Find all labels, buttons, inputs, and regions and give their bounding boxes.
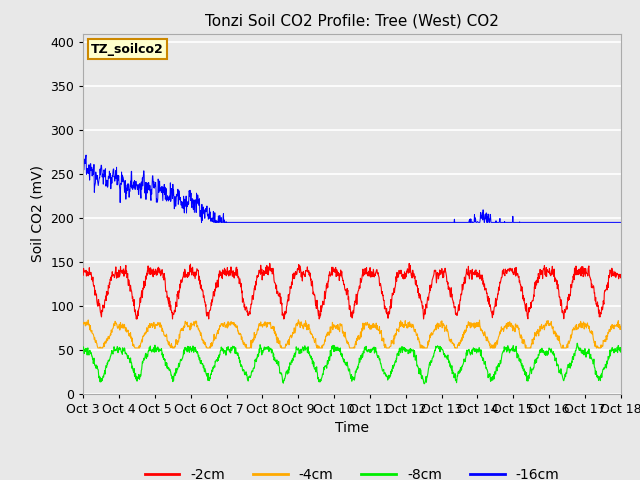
Legend: -2cm, -4cm, -8cm, -16cm: -2cm, -4cm, -8cm, -16cm <box>139 462 565 480</box>
Y-axis label: Soil CO2 (mV): Soil CO2 (mV) <box>31 165 45 262</box>
X-axis label: Time: Time <box>335 421 369 435</box>
Text: TZ_soilco2: TZ_soilco2 <box>92 43 164 56</box>
Title: Tonzi Soil CO2 Profile: Tree (West) CO2: Tonzi Soil CO2 Profile: Tree (West) CO2 <box>205 13 499 28</box>
